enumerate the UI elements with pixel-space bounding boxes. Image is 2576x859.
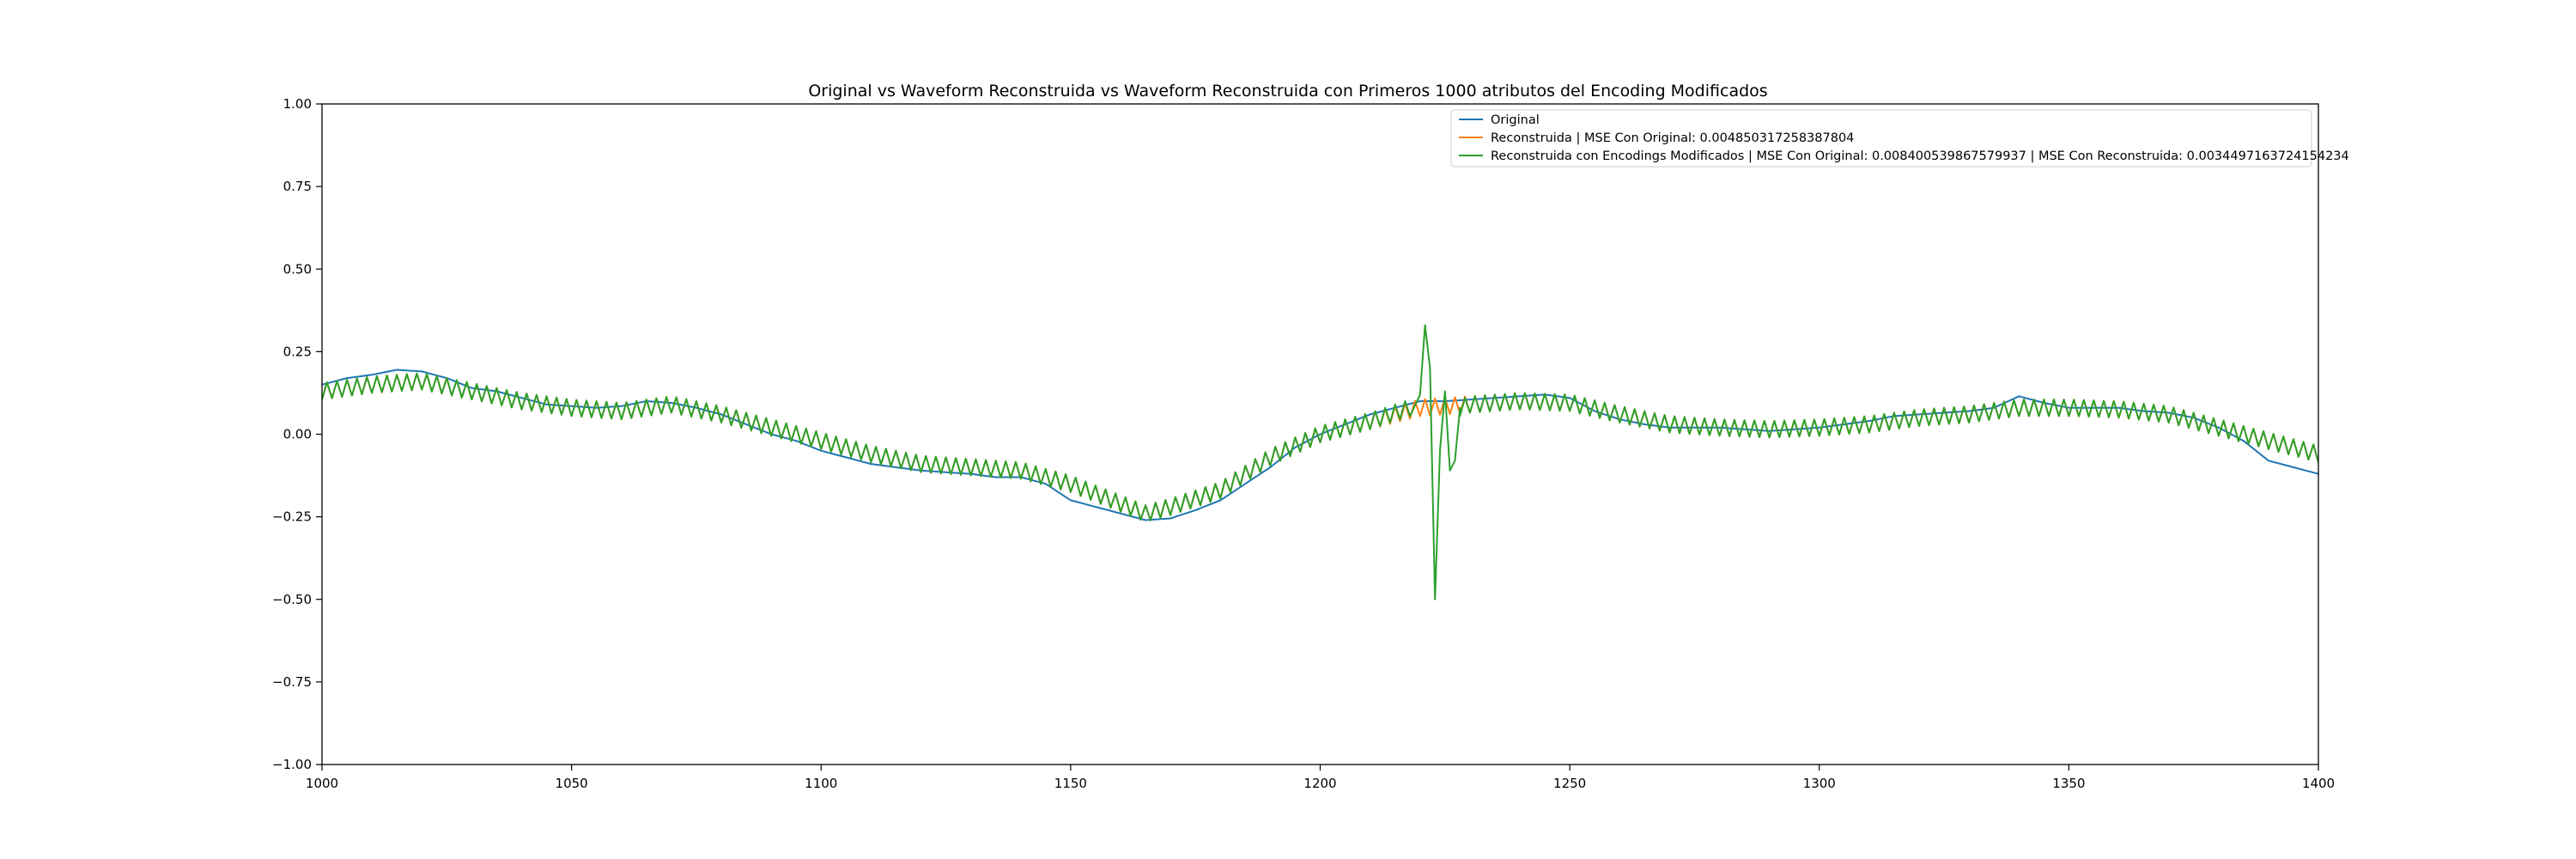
legend-entry-3: Reconstruida con Encodings Modificados |… <box>1491 149 2349 163</box>
y-axis: −1.00 −0.75 −0.50 −0.25 0.00 0.25 0.50 0.75 1.00 <box>272 96 322 772</box>
legend: Original Reconstruida | MSE Con Original:… <box>1450 109 2349 168</box>
chart-title: Original vs Waveform Reconstruida vs Wav… <box>808 82 1767 101</box>
series-line-3 <box>322 324 2318 600</box>
legend-entry-2: Reconstruida | MSE Con Original: 0.00485… <box>1491 131 1854 145</box>
y-tick-label: 0.00 <box>283 427 312 442</box>
x-tick-label: 1000 <box>306 776 338 791</box>
y-tick-label: 0.50 <box>283 261 312 277</box>
y-tick-label: −0.25 <box>272 509 312 525</box>
y-tick-label: −1.00 <box>272 757 312 772</box>
y-tick-label: 1.00 <box>283 96 312 112</box>
x-tick-label: 1300 <box>1803 776 1836 791</box>
x-tick-label: 1250 <box>1553 776 1586 791</box>
legend-entry-1: Original <box>1491 113 1540 127</box>
x-tick-label: 1150 <box>1054 776 1087 791</box>
x-tick-label: 1350 <box>2052 776 2085 791</box>
legend-box <box>1450 109 2312 168</box>
x-tick-label: 1200 <box>1303 776 1336 791</box>
x-tick-label: 1050 <box>556 776 588 791</box>
y-tick-label: −0.75 <box>272 674 312 690</box>
y-tick-label: −0.50 <box>272 592 312 607</box>
x-tick-label: 1400 <box>2302 776 2335 791</box>
y-tick-label: 0.75 <box>283 179 312 194</box>
y-tick-label: 0.25 <box>283 344 312 359</box>
series-layer <box>322 324 2318 600</box>
x-axis: 1000 1050 1100 1150 1200 1250 1300 1350 1400 <box>306 765 2335 791</box>
x-tick-label: 1100 <box>805 776 837 791</box>
